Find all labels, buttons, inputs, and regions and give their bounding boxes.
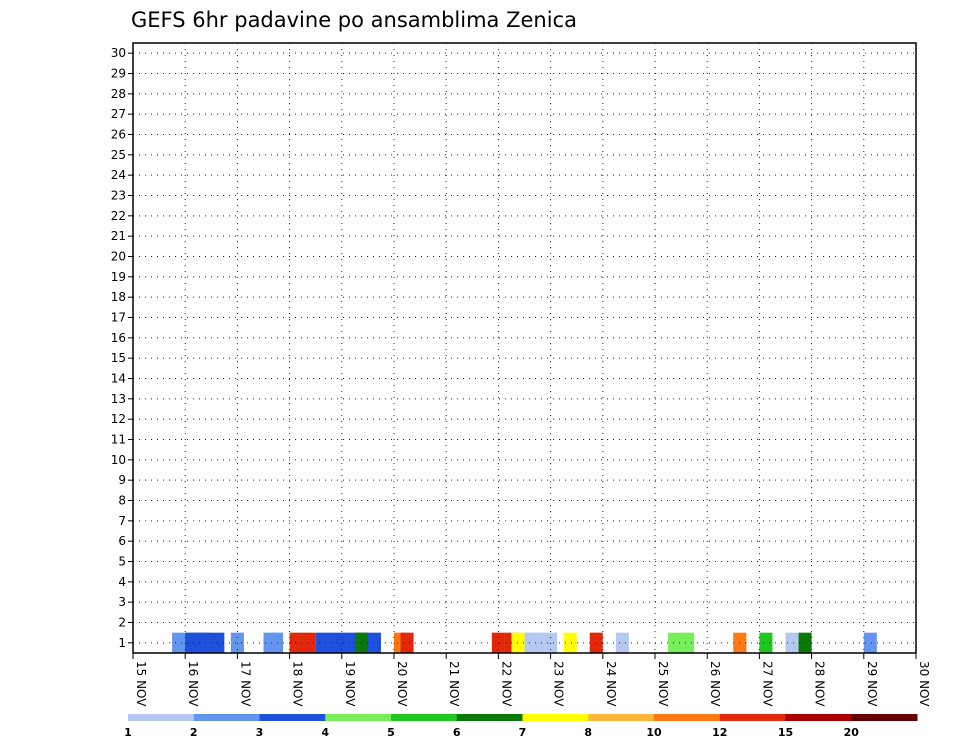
y-tick-label: 11 — [111, 433, 126, 447]
x-tick-label: 16 NOV — [186, 661, 200, 707]
y-tick-label: 7 — [118, 514, 126, 528]
plot-frame — [132, 42, 917, 654]
y-tick-label: 22 — [111, 209, 126, 223]
y-tick-label: 5 — [118, 555, 126, 569]
heatmap-cell — [681, 632, 695, 653]
x-tick-label: 27 NOV — [760, 661, 774, 707]
heatmap-cell — [589, 632, 603, 653]
y-tick-label: 8 — [118, 494, 126, 508]
heatmap-cell — [785, 632, 799, 653]
colorbar-label: 10 — [646, 726, 662, 739]
y-tick-label: 21 — [111, 229, 126, 243]
y-tick-label: 13 — [111, 392, 126, 406]
colorbar-label: 4 — [321, 726, 329, 739]
heatmap-cell — [668, 632, 682, 653]
x-tick-label: 29 NOV — [865, 661, 879, 707]
x-tick-label: 22 NOV — [499, 661, 513, 707]
colorbar-swatch — [851, 714, 918, 721]
colorbar-swatch — [588, 714, 655, 721]
colorbar: 1 2 3 4 5 6 7 8 10 12 15 20 — [124, 714, 918, 739]
colorbar-swatch — [193, 714, 260, 721]
colorbar-swatch — [325, 714, 392, 721]
y-tick-label: 16 — [111, 331, 126, 345]
heatmap-cell — [544, 632, 558, 653]
colorbar-swatch — [522, 714, 589, 721]
y-tick-label: 27 — [111, 107, 126, 121]
x-tick-label: 30 NOV — [917, 661, 931, 707]
y-tick-label: 2 — [118, 616, 126, 630]
colorbar-label: 12 — [712, 726, 727, 739]
heatmap-cell — [289, 632, 316, 653]
y-tick-label: 15 — [111, 351, 126, 365]
x-tick-label: 21 NOV — [447, 661, 461, 707]
y-tick-label: 12 — [111, 412, 126, 426]
y-tick-label: 28 — [111, 87, 126, 101]
y-tick-label: 24 — [111, 168, 126, 182]
heatmap-cell — [615, 632, 629, 653]
y-tick-label: 3 — [118, 595, 126, 609]
x-tick-label: 19 NOV — [343, 661, 357, 707]
x-tick-label: 18 NOV — [291, 661, 305, 707]
y-tick-label: 25 — [111, 148, 126, 162]
x-tick-label: 23 NOV — [552, 661, 566, 707]
y-tick-label: 4 — [118, 575, 126, 589]
y-tick-label: 19 — [111, 270, 126, 284]
x-tick-label: 25 NOV — [656, 661, 670, 707]
x-tick-label: 15 NOV — [134, 661, 148, 707]
x-tick-label: 24 NOV — [604, 661, 618, 707]
heatmap-cell — [230, 632, 244, 653]
y-tick-label: 20 — [111, 250, 126, 264]
colorbar-label: 7 — [519, 726, 527, 739]
y-tick-label: 18 — [111, 290, 126, 304]
x-tick-label: 17 NOV — [238, 661, 252, 707]
colorbar-label: 2 — [190, 726, 198, 739]
y-tick-label: 30 — [111, 46, 126, 60]
y-axis: 1234567891011121314151617181920212223242… — [111, 46, 133, 650]
grid-lines — [133, 43, 916, 653]
colorbar-swatch — [654, 714, 721, 721]
colorbar-label: 8 — [584, 726, 592, 739]
heatmap-cell — [400, 632, 414, 653]
colorbar-swatch — [128, 714, 195, 721]
y-tick-label: 23 — [111, 189, 126, 203]
colorbar-label: 3 — [256, 726, 264, 739]
heatmap-cell — [863, 632, 877, 653]
heatmap-cell — [491, 632, 505, 653]
heatmap-cell — [270, 632, 284, 653]
y-tick-label: 6 — [118, 534, 126, 548]
colorbar-swatch — [719, 714, 786, 721]
heatmap-cell — [563, 632, 577, 653]
colorbar-label: 6 — [453, 726, 461, 739]
colorbar-label: 15 — [778, 726, 793, 739]
heatmap-cell — [185, 632, 225, 653]
y-tick-label: 9 — [118, 473, 126, 487]
heatmap-cell — [531, 632, 545, 653]
x-tick-label: 20 NOV — [395, 661, 409, 707]
colorbar-swatch — [391, 714, 458, 721]
y-tick-label: 17 — [111, 311, 126, 325]
colorbar-label: 20 — [844, 726, 860, 739]
colorbar-swatch — [259, 714, 326, 721]
colorbar-swatch — [785, 714, 852, 721]
x-axis: 15 NOV 16 NOV 17 NOV 18 NOV 19 NOV 20 NOV 21 N… — [132, 653, 931, 707]
chart-title: GEFS 6hr padavine po ansamblima Zenica — [131, 8, 577, 32]
y-tick-label: 1 — [118, 636, 126, 650]
colorbar-swatch — [456, 714, 523, 721]
colorbar-label: 5 — [387, 726, 395, 739]
y-tick-label: 29 — [111, 67, 126, 81]
x-tick-label: 28 NOV — [813, 661, 827, 707]
heatmap-cell — [759, 632, 773, 653]
y-tick-label: 14 — [111, 372, 126, 386]
y-tick-label: 26 — [111, 128, 126, 142]
x-tick-label: 26 NOV — [708, 661, 722, 707]
colorbar-label: 1 — [124, 726, 132, 739]
heatmap-cells — [172, 632, 877, 653]
y-tick-label: 10 — [111, 453, 126, 467]
